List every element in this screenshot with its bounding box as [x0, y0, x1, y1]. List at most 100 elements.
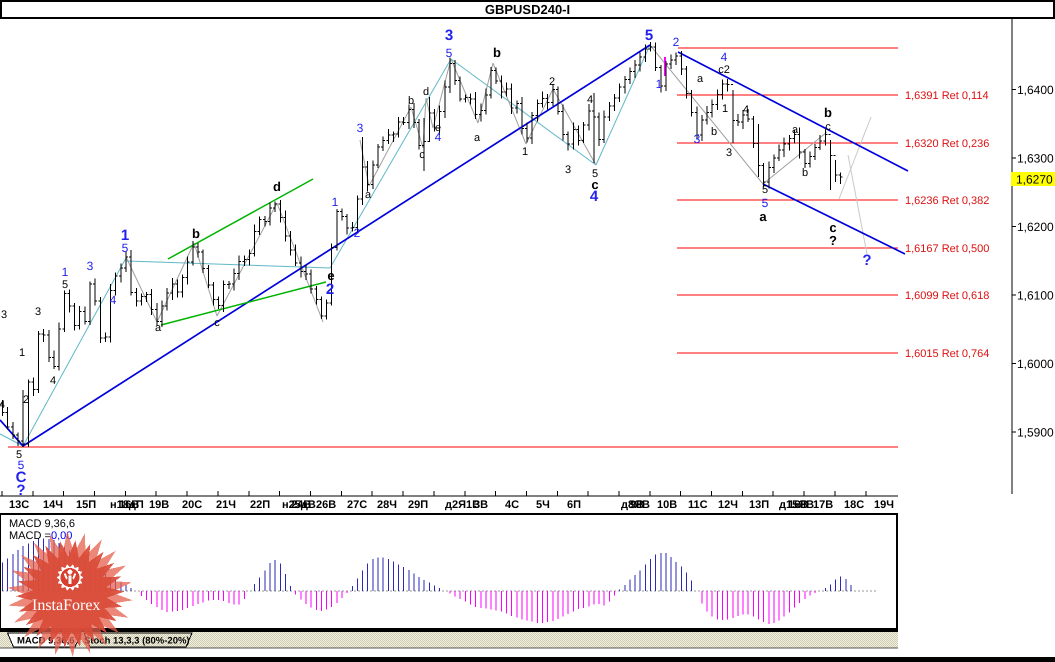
- svg-text:4: 4: [0, 399, 5, 411]
- svg-text:11С: 11С: [688, 499, 708, 511]
- svg-text:21Ч: 21Ч: [216, 499, 236, 511]
- svg-text:н25дВ: н25дВ: [282, 499, 316, 511]
- svg-text:12Ч: 12Ч: [718, 499, 738, 511]
- svg-text:9В: 9В: [630, 499, 644, 511]
- svg-text:1,5900: 1,5900: [1017, 426, 1054, 440]
- svg-text:17В: 17В: [813, 499, 833, 511]
- svg-text:c2: c2: [718, 64, 730, 76]
- svg-text:3: 3: [726, 147, 732, 159]
- svg-text:a: a: [697, 73, 704, 85]
- svg-text:a: a: [365, 189, 372, 201]
- svg-text:18С: 18С: [844, 499, 864, 511]
- svg-text:1,6270: 1,6270: [1016, 173, 1053, 187]
- svg-text:3: 3: [694, 132, 701, 146]
- svg-text:5: 5: [62, 279, 68, 291]
- svg-text:b: b: [824, 105, 832, 120]
- svg-text:1: 1: [62, 265, 69, 279]
- svg-text:a: a: [759, 209, 767, 224]
- svg-text:28Ч: 28Ч: [377, 499, 397, 511]
- svg-text:19Ч: 19Ч: [874, 499, 894, 511]
- svg-text:5: 5: [645, 27, 653, 44]
- svg-text:1: 1: [332, 195, 339, 209]
- svg-text:13П: 13П: [749, 499, 769, 511]
- svg-text:1,6000: 1,6000: [1017, 357, 1054, 371]
- svg-text:22П: 22П: [250, 499, 270, 511]
- svg-text:3: 3: [565, 164, 571, 176]
- svg-text:29П: 29П: [408, 499, 428, 511]
- svg-text:?: ?: [862, 252, 871, 269]
- svg-text:16В: 16В: [119, 499, 139, 511]
- svg-text:4: 4: [110, 293, 117, 307]
- svg-text:MACD =: MACD =: [9, 530, 51, 542]
- svg-text:6П: 6П: [567, 499, 581, 511]
- svg-text:4: 4: [590, 188, 599, 205]
- svg-text:5: 5: [18, 458, 25, 472]
- svg-text:4: 4: [587, 94, 593, 106]
- svg-text:b: b: [493, 45, 501, 60]
- svg-text:c: c: [419, 149, 425, 161]
- svg-text:a: a: [474, 132, 481, 144]
- svg-text:3: 3: [1, 309, 7, 321]
- svg-text:27С: 27С: [347, 499, 367, 511]
- svg-text:2: 2: [354, 226, 361, 240]
- svg-text:e: e: [327, 268, 334, 283]
- svg-text:C: C: [16, 469, 27, 486]
- svg-text:1,6320 Ret 0,236: 1,6320 Ret 0,236: [905, 138, 989, 150]
- svg-text:16В: 16В: [788, 499, 808, 511]
- svg-text:1,6167 Ret 0,500: 1,6167 Ret 0,500: [905, 243, 989, 255]
- svg-text:24В: 24В: [291, 499, 311, 511]
- svg-text:a: a: [155, 322, 162, 334]
- svg-text:15П: 15П: [76, 499, 96, 511]
- svg-text:5Ч: 5Ч: [536, 499, 550, 511]
- svg-text:1,6200: 1,6200: [1017, 220, 1054, 234]
- svg-text:2: 2: [23, 394, 29, 406]
- svg-text:b: b: [711, 126, 717, 138]
- svg-text:InstaForex: InstaForex: [32, 597, 100, 614]
- svg-text:20С: 20С: [182, 499, 202, 511]
- svg-text:13С: 13С: [9, 499, 29, 511]
- svg-text:d: d: [273, 179, 281, 194]
- svg-text:1,6236 Ret 0,382: 1,6236 Ret 0,382: [905, 195, 989, 207]
- svg-text:c: c: [591, 177, 598, 192]
- svg-text:1: 1: [19, 347, 25, 359]
- svg-text:д15ЯВ: д15ЯВ: [779, 499, 814, 511]
- svg-text:e: e: [435, 122, 441, 134]
- svg-text:c: c: [825, 121, 831, 133]
- svg-text:1: 1: [522, 146, 528, 158]
- svg-text:5: 5: [762, 196, 769, 210]
- svg-text:5: 5: [446, 46, 453, 60]
- svg-text:b: b: [192, 226, 200, 241]
- svg-text:4: 4: [435, 130, 442, 144]
- svg-text:MACD 9,36,6: MACD 9,36,6: [17, 636, 75, 647]
- svg-text:д2Я1В: д2Я1В: [445, 499, 480, 511]
- svg-text:3: 3: [35, 306, 41, 318]
- svg-text:4: 4: [721, 50, 728, 64]
- svg-text:2: 2: [549, 76, 555, 88]
- svg-text:1: 1: [121, 227, 129, 244]
- svg-text:MACD 9,36,6: MACD 9,36,6: [9, 518, 75, 530]
- svg-text:b: b: [802, 167, 808, 179]
- svg-text:4: 4: [50, 375, 56, 387]
- svg-text:1,6015 Ret 0,764: 1,6015 Ret 0,764: [905, 348, 989, 360]
- svg-text:?: ?: [829, 233, 837, 248]
- svg-text:1,6400: 1,6400: [1017, 83, 1054, 97]
- svg-text:д8ЯВ: д8ЯВ: [621, 499, 650, 511]
- svg-text:5: 5: [16, 449, 22, 461]
- svg-text:1,6391 Ret 0,114: 1,6391 Ret 0,114: [905, 90, 989, 102]
- svg-text:2: 2: [326, 281, 334, 298]
- svg-text:5: 5: [762, 184, 768, 196]
- svg-text:н18дП: н18дП: [110, 499, 144, 511]
- svg-text:14Ч: 14Ч: [43, 499, 63, 511]
- svg-text:b: b: [408, 95, 414, 107]
- svg-text:1: 1: [656, 77, 663, 91]
- svg-text:19В: 19В: [149, 499, 169, 511]
- svg-text:5: 5: [592, 168, 598, 180]
- svg-text:3В: 3В: [474, 499, 488, 511]
- svg-text:?: ?: [16, 482, 25, 499]
- svg-text:1,6100: 1,6100: [1017, 289, 1054, 303]
- svg-text:d: d: [423, 86, 429, 98]
- svg-text:4С: 4С: [505, 499, 519, 511]
- svg-text:GBPUSD240-I: GBPUSD240-I: [485, 2, 570, 17]
- svg-text:4: 4: [743, 104, 749, 116]
- svg-text:2: 2: [673, 35, 680, 49]
